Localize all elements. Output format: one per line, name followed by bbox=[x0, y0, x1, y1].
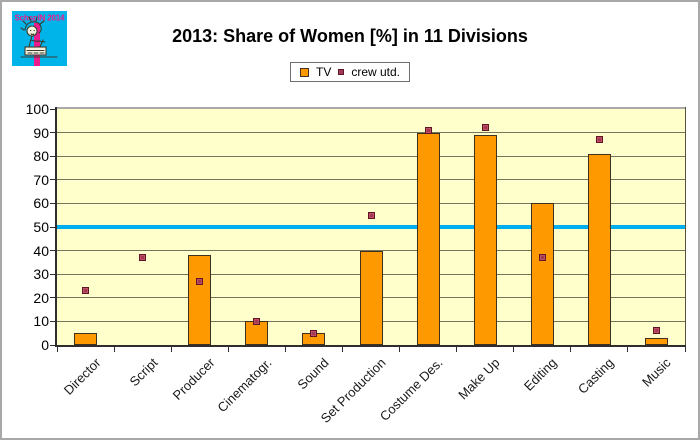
y-axis-label-20: 20 bbox=[33, 289, 49, 306]
plot-right-border bbox=[685, 107, 686, 345]
bar-editing bbox=[530, 203, 554, 345]
y-axis-tick bbox=[50, 155, 55, 157]
gridline-80 bbox=[57, 155, 685, 157]
logo-stripe bbox=[34, 23, 40, 66]
x-axis-label-cinematogr-: Cinematogr. bbox=[214, 355, 275, 416]
y-axis-label-40: 40 bbox=[33, 242, 49, 259]
x-axis-line bbox=[55, 345, 686, 347]
plot-area bbox=[57, 109, 685, 345]
page-title: 2013: Share of Women [%] in 11 Divisions bbox=[172, 26, 528, 46]
plot-top-border bbox=[57, 107, 686, 109]
legend-swatch-crew bbox=[338, 69, 345, 75]
y-axis-label-70: 70 bbox=[33, 171, 49, 188]
x-axis-tick bbox=[399, 347, 401, 352]
bar-cinematogr- bbox=[245, 321, 269, 345]
y-axis-label-0: 0 bbox=[41, 337, 49, 353]
gridline-90 bbox=[57, 132, 685, 134]
reference-line-50 bbox=[57, 225, 685, 229]
x-axis-tick bbox=[456, 347, 458, 352]
y-axis-tick bbox=[50, 179, 55, 181]
x-axis-label-script: Script bbox=[126, 355, 161, 390]
y-axis-label-90: 90 bbox=[33, 124, 49, 141]
y-axis-tick bbox=[50, 344, 55, 346]
bar-costume-des- bbox=[416, 132, 440, 345]
y-axis-tick bbox=[50, 202, 55, 204]
marker-sound bbox=[310, 329, 318, 337]
legend-swatch-tv bbox=[299, 67, 309, 77]
bar-director bbox=[74, 333, 98, 345]
y-axis-label-10: 10 bbox=[33, 313, 49, 330]
marker-cinematogr- bbox=[253, 317, 261, 325]
x-axis-label-sound: Sound bbox=[294, 355, 332, 393]
bar-producer bbox=[188, 255, 212, 345]
y-axis-line bbox=[55, 107, 57, 347]
schspin-logo: SchspIN 2014 bbox=[12, 11, 67, 66]
y-axis-tick bbox=[50, 108, 55, 110]
x-axis-label-producer: Producer bbox=[169, 355, 218, 403]
x-axis-label-director: Director bbox=[60, 355, 104, 398]
y-axis-tick bbox=[50, 273, 55, 275]
marker-casting bbox=[595, 136, 603, 144]
legend-label-crew: crew utd. bbox=[351, 65, 401, 79]
marker-costume-des- bbox=[424, 126, 432, 134]
x-axis-label-editing: Editing bbox=[521, 355, 560, 394]
x-axis-tick bbox=[113, 347, 115, 352]
bar-casting bbox=[587, 153, 611, 345]
x-axis-label-music: Music bbox=[639, 355, 675, 390]
y-axis-label-50: 50 bbox=[33, 219, 49, 235]
y-axis-tick bbox=[50, 250, 55, 252]
x-axis-tick bbox=[227, 347, 229, 352]
y-axis-label-30: 30 bbox=[33, 266, 49, 283]
legend: TV crew utd. bbox=[289, 62, 411, 82]
y-axis-tick bbox=[50, 132, 55, 134]
x-axis-tick bbox=[170, 347, 172, 352]
bar-make-up bbox=[473, 134, 497, 345]
x-axis-tick bbox=[341, 347, 343, 352]
marker-set-production bbox=[367, 211, 375, 219]
gridline-60 bbox=[57, 202, 685, 204]
x-axis-tick bbox=[56, 347, 58, 352]
x-axis-tick bbox=[684, 347, 686, 352]
bar-music bbox=[644, 337, 668, 345]
bar-set-production bbox=[359, 250, 383, 345]
y-axis-label-100: 100 bbox=[25, 101, 49, 117]
x-axis-tick bbox=[284, 347, 286, 352]
x-axis-label-make-up: Make Up bbox=[455, 355, 503, 403]
x-axis-tick bbox=[627, 347, 629, 352]
gridline-70 bbox=[57, 179, 685, 181]
marker-script bbox=[139, 254, 147, 262]
y-axis-tick bbox=[50, 320, 55, 322]
x-axis-label-casting: Casting bbox=[575, 355, 617, 397]
logo-figure-doodle bbox=[20, 16, 58, 58]
marker-make-up bbox=[481, 124, 489, 132]
x-axis-tick bbox=[513, 347, 515, 352]
logo-text: SchspIN 2014 bbox=[15, 14, 66, 23]
marker-music bbox=[652, 327, 660, 335]
y-axis-tick bbox=[50, 226, 55, 228]
marker-editing bbox=[538, 254, 546, 262]
marker-director bbox=[82, 287, 90, 295]
x-axis-tick bbox=[570, 347, 572, 352]
y-axis-label-80: 80 bbox=[33, 148, 49, 165]
y-axis-label-60: 60 bbox=[33, 195, 49, 212]
logo-image: SchspIN 2014 bbox=[12, 11, 67, 66]
y-axis-tick bbox=[50, 297, 55, 299]
legend-label-tv: TV bbox=[315, 65, 332, 79]
marker-producer bbox=[196, 277, 204, 285]
